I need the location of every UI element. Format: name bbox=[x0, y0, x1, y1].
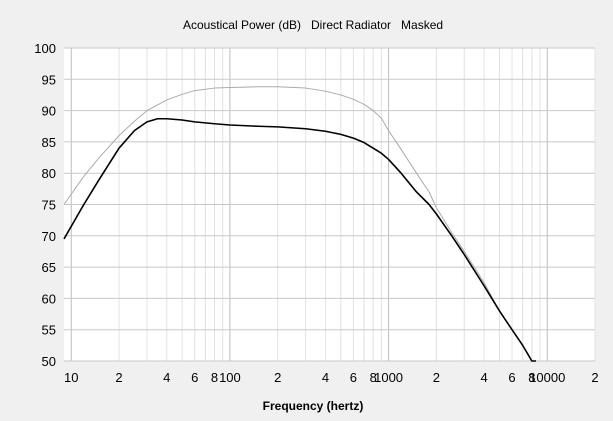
y-tick-label: 60 bbox=[42, 291, 56, 306]
x-tick-label: 10000 bbox=[529, 370, 565, 385]
chart-title: Acoustical Power (dB) Direct Radiator Ma… bbox=[183, 18, 443, 32]
x-tick-label: 6 bbox=[350, 370, 357, 385]
x-tick-label: 2 bbox=[274, 370, 281, 385]
x-tick-label: 2 bbox=[433, 370, 440, 385]
y-tick-label: 90 bbox=[42, 104, 56, 119]
series-line-2 bbox=[63, 86, 537, 362]
x-tick-label: 8 bbox=[211, 370, 218, 385]
x-tick-label: 4 bbox=[480, 370, 487, 385]
x-axis-label: Frequency (hertz) bbox=[263, 399, 364, 413]
y-tick-label: 85 bbox=[42, 135, 56, 150]
x-tick-label: 8 bbox=[370, 370, 377, 385]
x-tick-label: 4 bbox=[163, 370, 170, 385]
y-tick-label: 80 bbox=[42, 166, 56, 181]
y-tick-label: 70 bbox=[42, 229, 56, 244]
y-tick-label: 55 bbox=[42, 323, 56, 338]
x-tick-label: 1000 bbox=[374, 370, 403, 385]
x-tick-label: 6 bbox=[191, 370, 198, 385]
y-tick-label: 50 bbox=[42, 354, 56, 369]
x-tick-label: 10 bbox=[64, 370, 78, 385]
x-tick-label: 2 bbox=[591, 370, 598, 385]
y-axis-ticks: 50 55 60 65 70 75 80 85 90 95 100 bbox=[34, 41, 56, 369]
x-tick-label: 8 bbox=[528, 370, 535, 385]
y-tick-label: 100 bbox=[34, 41, 56, 56]
grid bbox=[64, 47, 596, 362]
series-group bbox=[63, 86, 537, 362]
x-tick-label: 2 bbox=[115, 370, 122, 385]
y-tick-label: 75 bbox=[42, 198, 56, 213]
x-tick-label: 6 bbox=[508, 370, 515, 385]
series-line-1 bbox=[63, 117, 537, 362]
y-tick-label: 95 bbox=[42, 72, 56, 87]
x-tick-label: 4 bbox=[322, 370, 329, 385]
y-tick-label: 65 bbox=[42, 260, 56, 275]
x-tick-label: 100 bbox=[219, 370, 241, 385]
